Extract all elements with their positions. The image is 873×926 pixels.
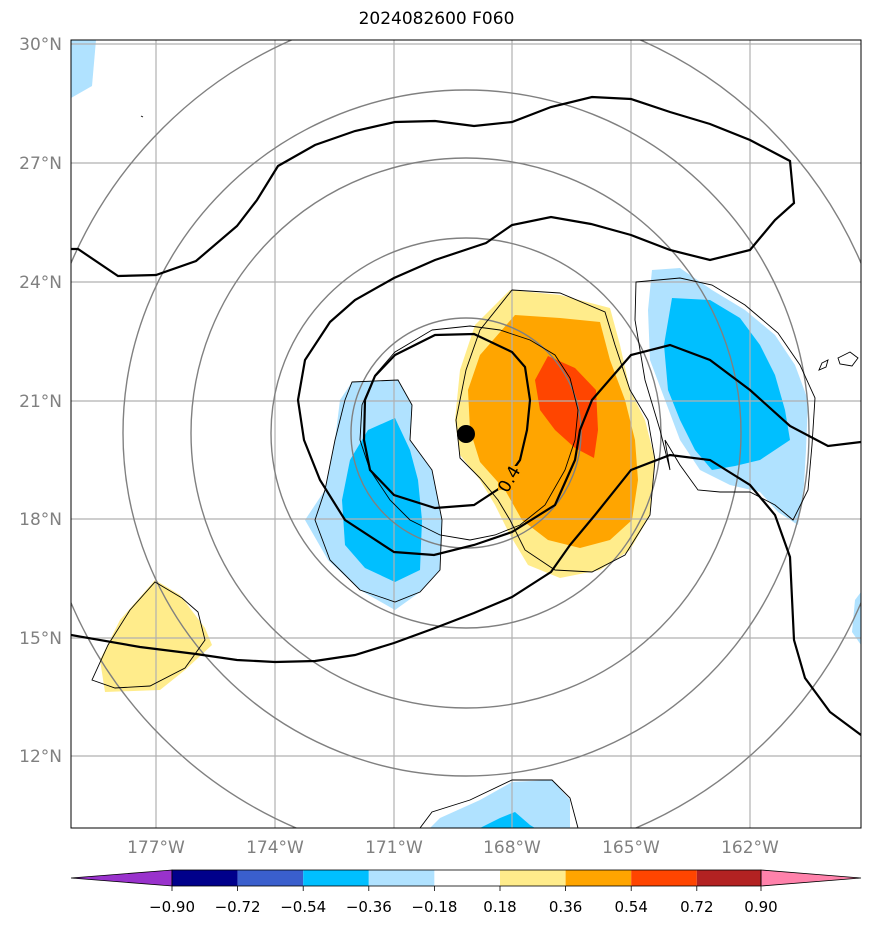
lon-label: 174°W xyxy=(246,838,304,858)
lat-label: 18°N xyxy=(19,510,62,530)
colorbar-segment xyxy=(434,870,500,886)
map-title: 2024082600 F060 xyxy=(358,9,515,29)
longitude-labels: 177°W 174°W 171°W 168°W 165°W 162°W xyxy=(127,838,779,858)
colorbar-segment xyxy=(237,870,304,886)
lon-label: 162°W xyxy=(721,838,779,858)
lat-label: 27°N xyxy=(19,154,62,174)
colorbar: −0.90 −0.72 −0.54 −0.36 −0.18 0.18 0.36 … xyxy=(70,869,862,916)
colorbar-segment xyxy=(172,870,238,886)
colorbar-tick-label: −0.36 xyxy=(346,898,392,916)
colorbar-segment xyxy=(368,870,435,886)
map-panel: 0.4 xyxy=(71,40,861,828)
lat-label: 15°N xyxy=(19,629,62,649)
thin-contours xyxy=(91,115,859,828)
colorbar-tick-label: −0.54 xyxy=(280,898,326,916)
lat-label: 30°N xyxy=(19,35,62,55)
colorbar-tick-label: −0.72 xyxy=(215,898,261,916)
colorbar-segment xyxy=(500,870,566,886)
latitude-labels: 30°N 27°N 24°N 21°N 18°N 15°N 12°N xyxy=(19,35,62,767)
lon-label: 177°W xyxy=(127,838,185,858)
colorbar-extend-right xyxy=(760,869,862,887)
colorbar-tick-label: 0.72 xyxy=(680,898,713,916)
colorbar-segment xyxy=(565,870,632,886)
colorbar-segment xyxy=(631,870,697,886)
colorbar-tick-label: 0.54 xyxy=(614,898,647,916)
colorbar-tick-label: −0.18 xyxy=(411,898,457,916)
lon-label: 168°W xyxy=(483,838,541,858)
colorbar-segment xyxy=(696,870,763,886)
colorbar-tick-label: 0.90 xyxy=(744,898,777,916)
gridlines xyxy=(71,40,861,828)
lon-label: 171°W xyxy=(365,838,423,858)
lat-label: 12°N xyxy=(19,747,62,767)
colorbar-tick-label: 0.18 xyxy=(483,898,516,916)
storm-center-marker xyxy=(457,425,475,443)
colorbar-tick-label: 0.36 xyxy=(549,898,582,916)
colorbar-extend-left xyxy=(70,869,173,887)
lon-label: 165°W xyxy=(602,838,660,858)
lat-label: 21°N xyxy=(19,392,62,412)
shaded-field xyxy=(71,40,861,828)
colorbar-segment xyxy=(303,870,369,886)
contour-label-bg xyxy=(498,466,520,490)
range-rings xyxy=(71,40,861,828)
lat-label: 24°N xyxy=(19,273,62,293)
colorbar-tick-label: −0.90 xyxy=(149,898,195,916)
map-border xyxy=(70,39,862,829)
